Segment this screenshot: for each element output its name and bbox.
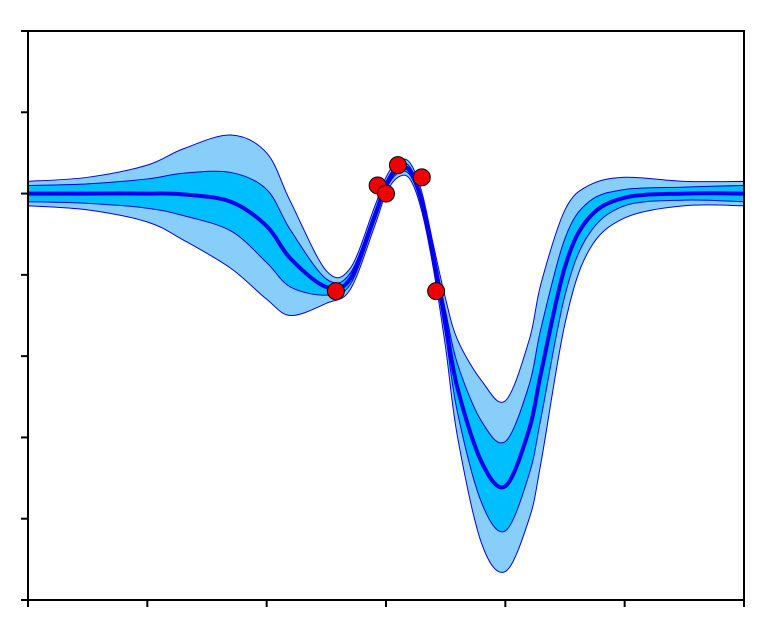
- plot-frame: [27, 30, 745, 601]
- observation-point: [326, 282, 345, 301]
- mean-line: [28, 165, 745, 490]
- observation-point: [412, 168, 431, 187]
- axes: [21, 30, 745, 607]
- observation-point: [427, 282, 446, 301]
- observation-point: [377, 184, 395, 203]
- observation-point: [388, 156, 407, 175]
- observation-points: [326, 156, 446, 301]
- mean-curve: [28, 165, 745, 490]
